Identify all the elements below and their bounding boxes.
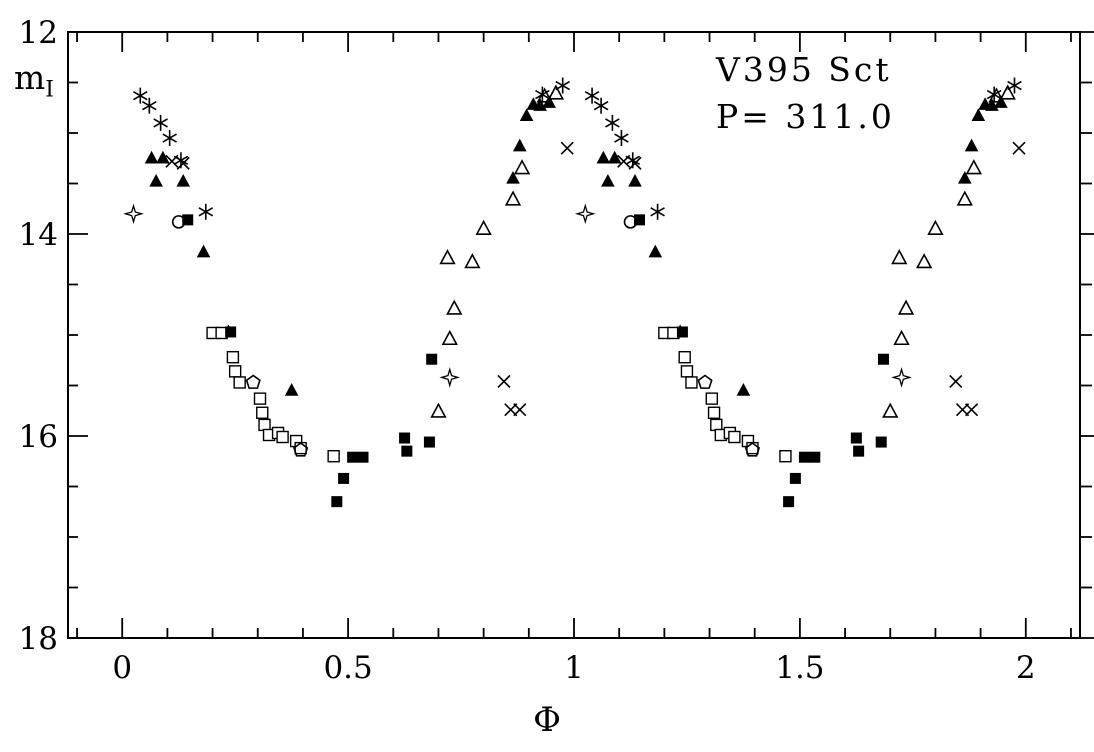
series-filled-triangle (144, 95, 1008, 396)
y-axis-label-main: m (14, 58, 46, 97)
y-tick-label: 16 (19, 419, 58, 455)
series-open-circle (171, 215, 638, 229)
series-four-point-star (123, 203, 912, 388)
period-label: P= 311.0 (716, 97, 895, 136)
x-tick-label: 0.5 (323, 650, 372, 686)
series-filled-square (182, 214, 889, 508)
x-tick-label: 1 (564, 650, 584, 686)
x-axis-label: Φ (533, 700, 561, 740)
series-open-square (206, 326, 792, 463)
x-tick-label: 2 (1016, 650, 1036, 686)
series-open-pentagon (245, 374, 761, 457)
y-tick-label: 14 (19, 217, 58, 253)
x-tick-label: 0 (112, 650, 132, 686)
series-cross (165, 141, 1026, 417)
tick-labels: 12 14 16 18 0 0.5 1 1.5 2 (19, 15, 1036, 686)
y-tick-label: 12 (19, 15, 58, 51)
x-tick-label: 1.5 (775, 650, 824, 686)
y-tick-label: 18 (19, 621, 58, 657)
axis-ticks (68, 31, 1094, 639)
y-axis-label: mI (14, 58, 54, 103)
series-open-triangle (430, 84, 1016, 418)
y-axis-label-subscript: I (45, 77, 54, 103)
star-name-label: V395 Sct (716, 50, 892, 89)
